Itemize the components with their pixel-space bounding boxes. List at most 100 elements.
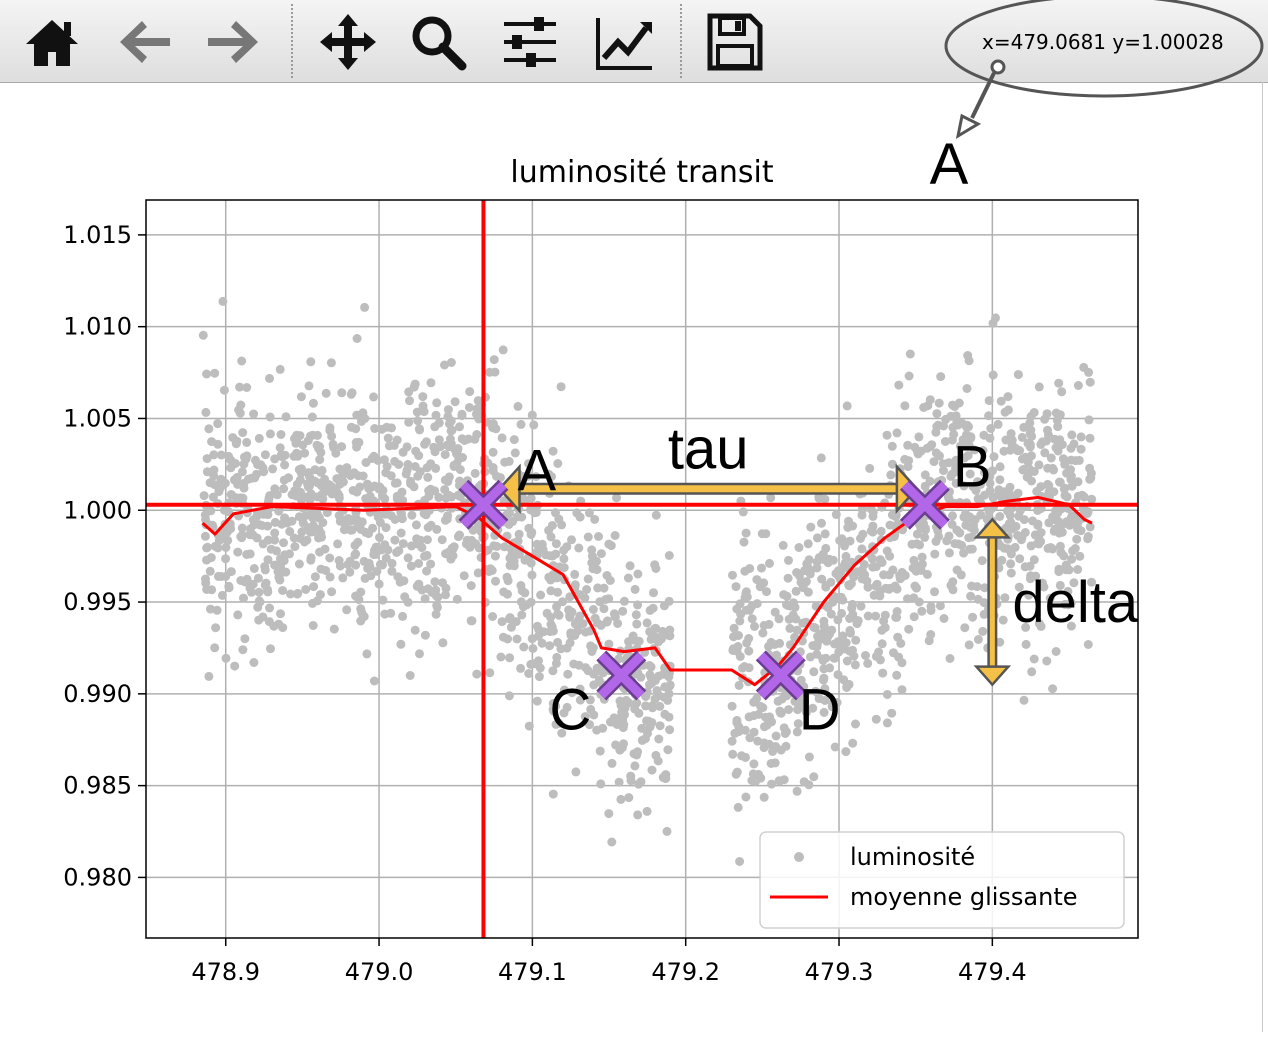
save-floppy-icon[interactable] bbox=[704, 12, 764, 72]
scatter-point bbox=[665, 631, 675, 641]
scatter-point bbox=[405, 396, 414, 406]
scatter-point bbox=[752, 694, 762, 704]
scatter-point bbox=[553, 637, 563, 647]
scatter-point bbox=[437, 535, 447, 545]
scatter-point bbox=[877, 558, 887, 567]
scatter-point bbox=[203, 542, 212, 552]
scatter-point bbox=[1083, 640, 1093, 649]
scatter-point bbox=[199, 491, 209, 501]
scatter-point bbox=[792, 727, 802, 737]
scatter-point bbox=[524, 471, 533, 481]
scatter-point bbox=[420, 551, 429, 561]
tau-label: tau bbox=[668, 417, 749, 482]
scatter-point bbox=[735, 652, 745, 661]
scatter-point bbox=[792, 625, 802, 635]
scatter-point bbox=[774, 614, 784, 624]
scatter-point bbox=[517, 610, 527, 620]
y-tick-label: 0.980 bbox=[63, 863, 132, 891]
scatter-point bbox=[897, 685, 907, 695]
scatter-point bbox=[976, 510, 986, 520]
scatter-point bbox=[793, 698, 803, 708]
scatter-point bbox=[422, 535, 432, 545]
scatter-point bbox=[424, 491, 434, 501]
scatter-point bbox=[1006, 568, 1016, 578]
scatter-point bbox=[1073, 565, 1083, 574]
back-arrow-icon[interactable] bbox=[114, 12, 174, 72]
x-tick-label: 479.3 bbox=[805, 958, 874, 986]
scatter-point bbox=[338, 573, 348, 583]
pan-move-icon[interactable] bbox=[318, 12, 378, 72]
scatter-point bbox=[325, 553, 335, 563]
scatter-point bbox=[1076, 444, 1086, 454]
scatter-point bbox=[300, 448, 310, 458]
scatter-point bbox=[374, 579, 384, 589]
scatter-point bbox=[392, 491, 402, 501]
scatter-point bbox=[947, 519, 957, 529]
edit-curve-icon[interactable] bbox=[594, 12, 654, 72]
scatter-series bbox=[198, 296, 1097, 866]
scatter-point bbox=[544, 572, 554, 582]
zoom-magnifier-icon[interactable] bbox=[408, 12, 468, 72]
scatter-point bbox=[536, 590, 546, 600]
y-tick-label: 0.990 bbox=[63, 680, 132, 708]
scatter-point bbox=[944, 548, 954, 558]
scatter-point bbox=[1086, 473, 1096, 483]
scatter-point bbox=[529, 420, 539, 430]
scatter-point bbox=[398, 611, 408, 621]
y-tick-label: 1.010 bbox=[63, 313, 132, 341]
scatter-point bbox=[955, 528, 965, 538]
scatter-point bbox=[224, 451, 234, 461]
scatter-point bbox=[440, 485, 450, 495]
scatter-point bbox=[973, 635, 983, 644]
scatter-point bbox=[549, 706, 559, 716]
scatter-point bbox=[1058, 454, 1068, 464]
scatter-point bbox=[1073, 523, 1082, 533]
scatter-point bbox=[237, 356, 247, 366]
scatter-point bbox=[216, 450, 226, 460]
scatter-point bbox=[734, 680, 744, 690]
x-tick-label: 479.2 bbox=[651, 958, 720, 986]
scatter-point bbox=[1023, 438, 1033, 448]
scatter-point bbox=[446, 358, 456, 367]
scatter-point bbox=[822, 626, 832, 636]
scatter-point bbox=[762, 587, 771, 597]
scatter-point bbox=[503, 576, 513, 586]
scatter-point bbox=[292, 479, 302, 489]
forward-arrow-icon[interactable] bbox=[204, 12, 264, 72]
scatter-point bbox=[838, 631, 848, 641]
scatter-point bbox=[1067, 481, 1077, 491]
home-icon[interactable] bbox=[22, 12, 82, 72]
scatter-point bbox=[1055, 477, 1064, 487]
scatter-point bbox=[966, 522, 976, 532]
scatter-point bbox=[441, 583, 451, 593]
scatter-point bbox=[403, 597, 413, 607]
scatter-point bbox=[967, 532, 977, 542]
scatter-point bbox=[370, 424, 380, 433]
scatter-point bbox=[406, 561, 416, 571]
scatter-point bbox=[213, 419, 223, 429]
scatter-point bbox=[877, 625, 887, 635]
scatter-point bbox=[524, 669, 534, 678]
scatter-point bbox=[799, 777, 809, 787]
scatter-point bbox=[741, 792, 751, 802]
scatter-point bbox=[421, 437, 431, 447]
scatter-point bbox=[387, 558, 397, 568]
scatter-point bbox=[504, 691, 514, 701]
scatter-point bbox=[289, 451, 299, 461]
scatter-point bbox=[988, 466, 997, 476]
scatter-point bbox=[434, 435, 444, 445]
scatter-point bbox=[567, 535, 576, 545]
scatter-point bbox=[984, 411, 994, 421]
scatter-point bbox=[325, 572, 335, 582]
scatter-point bbox=[619, 596, 629, 606]
scatter-point bbox=[310, 465, 320, 475]
scatter-point bbox=[584, 508, 594, 518]
scatter-point bbox=[276, 430, 286, 439]
marker-B bbox=[901, 481, 949, 528]
subplot-sliders-icon[interactable] bbox=[500, 12, 560, 72]
scatter-point bbox=[249, 658, 259, 667]
scatter-point bbox=[632, 619, 642, 629]
scatter-point bbox=[767, 717, 777, 727]
scatter-point bbox=[315, 547, 325, 557]
scatter-point bbox=[1085, 377, 1095, 387]
